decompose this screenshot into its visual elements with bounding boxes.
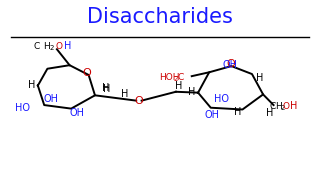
Text: 2: 2 — [49, 45, 54, 51]
Text: HO: HO — [214, 94, 229, 104]
Text: O: O — [56, 42, 63, 51]
Text: HO: HO — [15, 103, 30, 113]
Text: H: H — [64, 41, 72, 51]
Text: C: C — [33, 42, 39, 51]
Text: H: H — [275, 102, 282, 111]
Text: OH: OH — [69, 108, 84, 118]
Text: C: C — [177, 73, 183, 82]
Text: H: H — [103, 84, 110, 94]
Text: OH: OH — [43, 94, 58, 104]
Text: Disaccharides: Disaccharides — [87, 7, 233, 27]
Text: C: C — [269, 102, 276, 111]
Text: O: O — [283, 102, 290, 111]
Text: H: H — [256, 73, 264, 83]
Text: H: H — [234, 107, 241, 117]
Text: 2: 2 — [281, 105, 285, 111]
Text: O: O — [226, 59, 235, 69]
Text: H: H — [44, 42, 50, 51]
Text: O: O — [134, 96, 143, 106]
Text: O: O — [82, 68, 91, 78]
Text: H: H — [28, 80, 35, 90]
Text: OH: OH — [205, 110, 220, 120]
Text: H: H — [266, 108, 273, 118]
Text: OH: OH — [222, 60, 237, 70]
Text: H: H — [102, 83, 110, 93]
Text: H: H — [121, 89, 129, 98]
Text: 2: 2 — [174, 76, 178, 82]
Text: HOH: HOH — [159, 73, 180, 82]
Text: H: H — [188, 87, 196, 97]
Text: H: H — [290, 101, 297, 111]
Text: H: H — [175, 82, 183, 91]
